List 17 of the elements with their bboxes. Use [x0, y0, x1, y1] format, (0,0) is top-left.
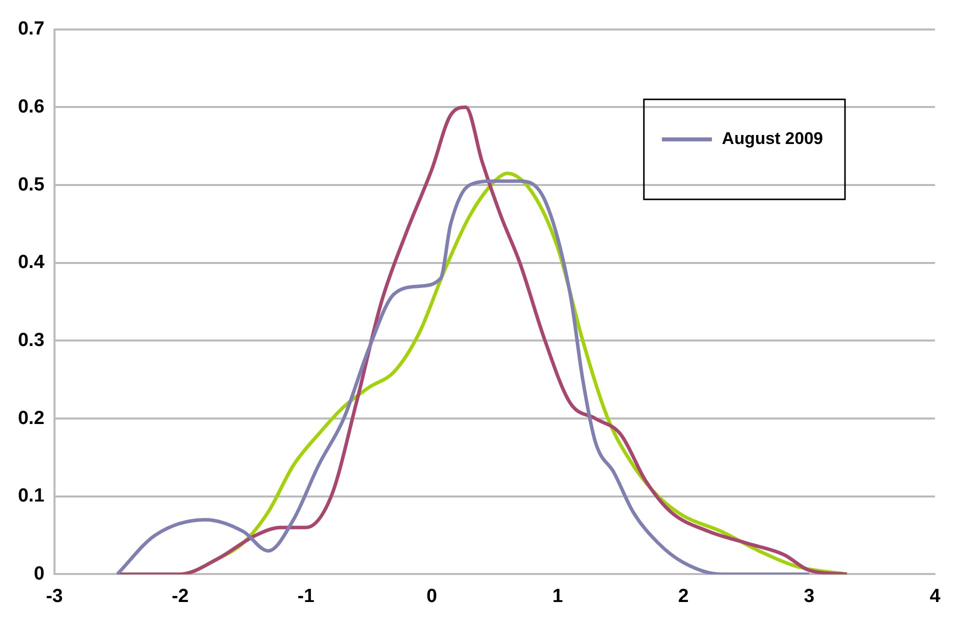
y-tick-label: 0.5 — [18, 174, 45, 196]
y-tick-label: 0.1 — [18, 486, 45, 507]
x-tick-label: -3 — [46, 586, 63, 607]
y-tick-label: 0 — [34, 563, 44, 584]
x-tick-label: 1 — [552, 586, 564, 607]
y-tick-label: 0.7 — [18, 18, 44, 40]
y-tick-label: 0.3 — [18, 330, 44, 351]
x-tick-label: 3 — [804, 586, 814, 607]
x-tick-label: -1 — [298, 586, 315, 607]
x-tick-label: 4 — [930, 586, 941, 607]
x-tick-label: -2 — [172, 586, 189, 607]
x-tick-label: 2 — [678, 586, 689, 607]
legend-label: August 2009 — [722, 129, 824, 148]
x-tick-label: 0 — [426, 586, 438, 607]
y-tick-label: 0.2 — [18, 408, 44, 429]
y-tick-label: 0.6 — [18, 96, 44, 118]
y-tick-label: 0.4 — [18, 252, 45, 274]
